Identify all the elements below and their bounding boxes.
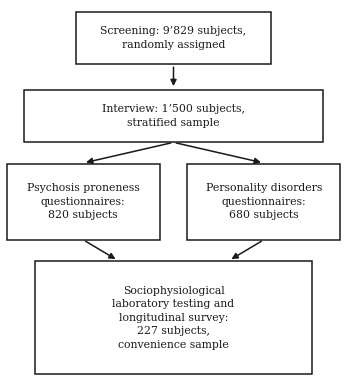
FancyBboxPatch shape bbox=[7, 164, 160, 240]
Text: Interview: 1’500 subjects,
stratified sample: Interview: 1’500 subjects, stratified sa… bbox=[102, 104, 245, 128]
Text: Sociophysiological
laboratory testing and
longitudinal survey:
227 subjects,
con: Sociophysiological laboratory testing an… bbox=[112, 285, 235, 350]
FancyBboxPatch shape bbox=[187, 164, 340, 240]
FancyBboxPatch shape bbox=[76, 12, 271, 64]
Text: Personality disorders
questionnaires:
680 subjects: Personality disorders questionnaires: 68… bbox=[205, 183, 322, 220]
Text: Psychosis proneness
questionnaires:
820 subjects: Psychosis proneness questionnaires: 820 … bbox=[27, 183, 139, 220]
FancyBboxPatch shape bbox=[24, 90, 323, 142]
FancyBboxPatch shape bbox=[35, 261, 312, 374]
Text: Screening: 9’829 subjects,
randomly assigned: Screening: 9’829 subjects, randomly assi… bbox=[100, 26, 247, 50]
